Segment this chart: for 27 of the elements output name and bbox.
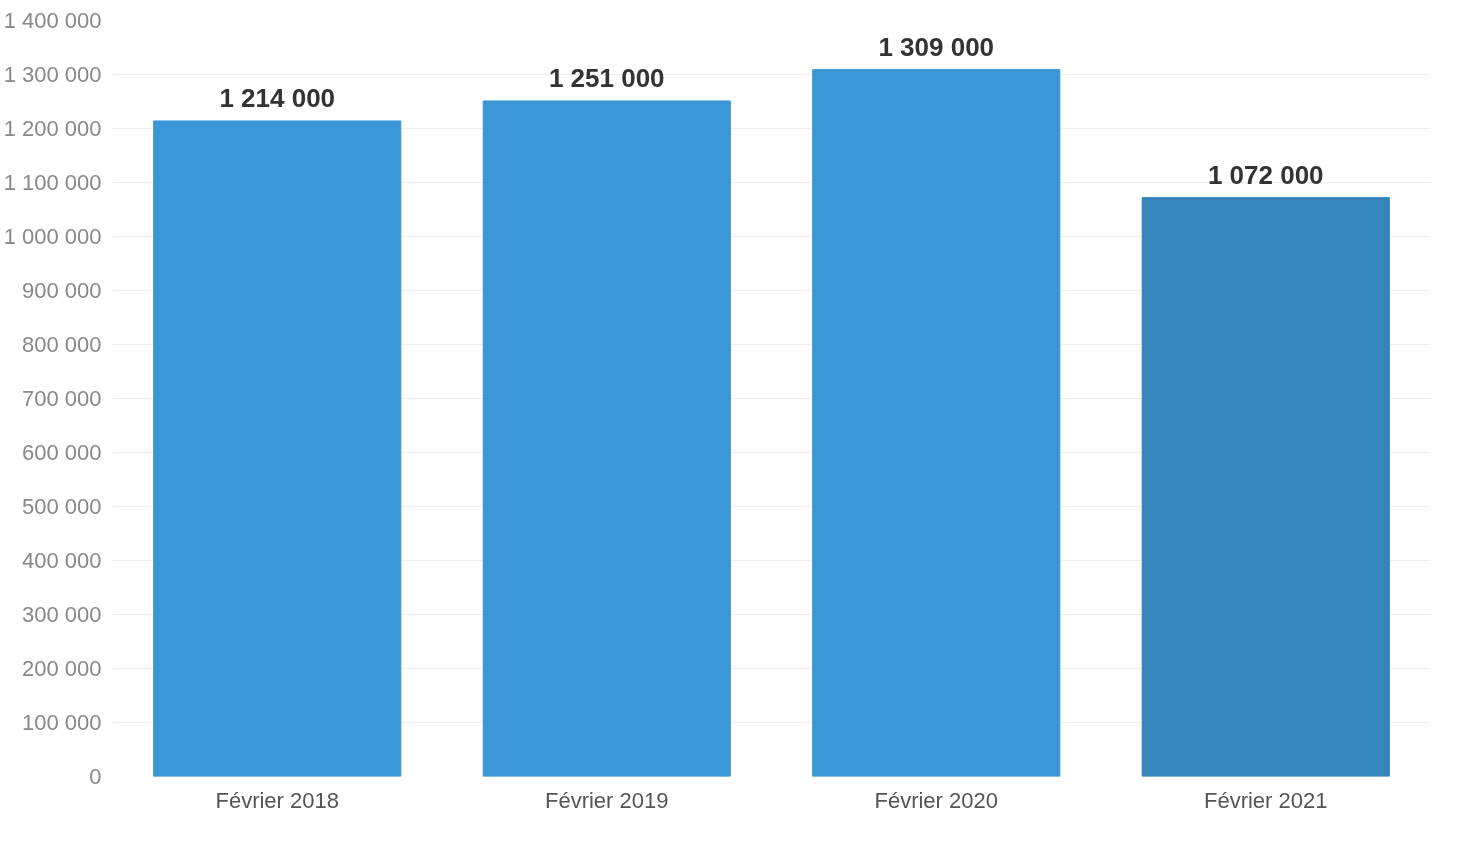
x-tick-label: Février 2019 (545, 787, 669, 813)
y-tick-label: 1 100 000 (3, 170, 102, 195)
y-tick-label: 1 400 000 (3, 8, 102, 33)
x-tick-label: Février 2018 (215, 787, 340, 813)
y-tick-label: 100 000 (21, 710, 102, 735)
x-tick-label: Février 2020 (874, 787, 999, 813)
y-tick-label: 600 000 (21, 440, 102, 465)
bar (153, 120, 402, 777)
y-tick-label: 900 000 (21, 278, 102, 303)
y-tick-label: 400 000 (21, 548, 102, 573)
y-tick-label: 500 000 (21, 494, 102, 519)
y-tick-label: 1 300 000 (3, 62, 102, 87)
bar (1141, 197, 1390, 777)
data-label: 1 072 000 (1207, 159, 1324, 190)
bar (812, 69, 1061, 777)
y-tick-label: 1 200 000 (3, 116, 102, 141)
data-label: 1 251 000 (548, 62, 665, 93)
y-tick-label: 700 000 (21, 386, 102, 411)
y-tick-label: 800 000 (21, 332, 102, 357)
y-tick-label: 1 000 000 (3, 224, 102, 249)
data-label: 1 214 000 (219, 82, 336, 113)
x-tick-label: Février 2021 (1204, 787, 1328, 813)
bar (482, 100, 731, 777)
y-tick-label: 300 000 (21, 602, 102, 627)
y-tick-label: 200 000 (21, 656, 102, 681)
y-tick-label: 0 (89, 764, 102, 789)
data-label: 1 309 000 (878, 31, 995, 62)
